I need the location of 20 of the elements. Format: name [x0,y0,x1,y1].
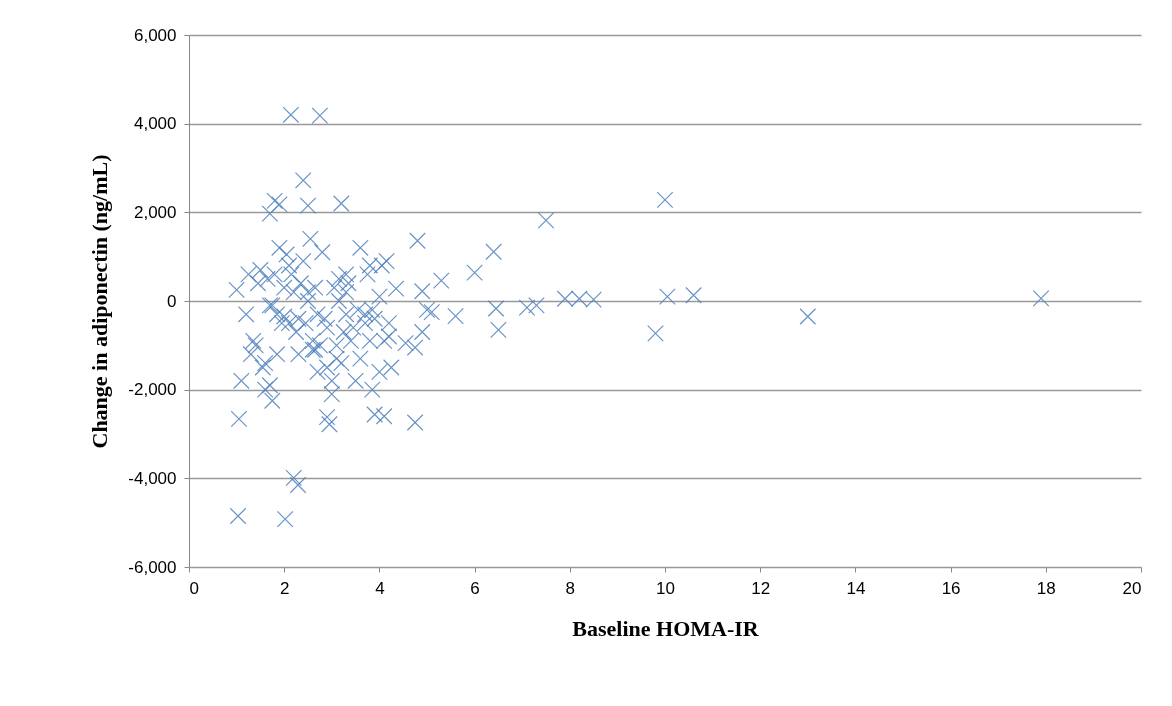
y-tick-label: -4,000 [128,468,177,488]
x-tick-label: 6 [470,578,480,598]
y-axis-title: Change in adiponectin (ng/mL) [87,154,113,449]
y-tick-label: 2,000 [133,202,177,222]
x-tick-label: 4 [375,578,385,598]
x-tick-label: 14 [846,578,866,598]
x-tick-label: 10 [656,578,675,598]
x-tick-label: 12 [751,578,771,598]
x-tick-label: 16 [941,578,961,598]
y-tick-label: 4,000 [133,114,177,134]
x-tick-label: 18 [1036,578,1056,598]
y-tick-label: -6,000 [128,557,177,577]
x-tick-label: 0 [189,578,199,598]
x-tick-label: 20 [1122,578,1142,598]
y-tick-label: -2,000 [128,380,177,400]
y-tick-label: 6,000 [133,25,177,45]
x-tick-label: 2 [279,578,290,598]
x-axis-title: Baseline HOMA-IR [572,615,760,641]
x-tick-label: 8 [565,578,576,598]
y-tick-label: 0 [167,291,177,311]
